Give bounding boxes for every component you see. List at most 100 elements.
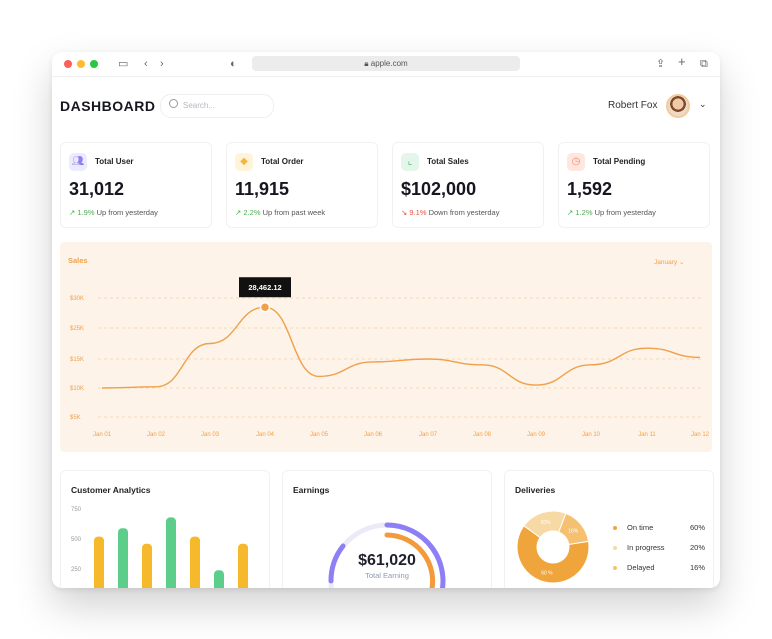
stat-trend-text: Down from yesterday xyxy=(428,208,500,217)
zoom-window-button[interactable] xyxy=(90,60,98,68)
stat-trend-text: Up from yesterday xyxy=(594,208,656,217)
y-tick-label: $15K xyxy=(70,357,84,363)
new-tab-icon[interactable]: + xyxy=(678,54,686,69)
legend-value: 16% xyxy=(689,563,705,572)
sales-series-line xyxy=(101,306,701,389)
y-tick-label: 250 xyxy=(71,567,82,573)
users-icon: 👥︎ xyxy=(69,153,87,171)
stat-percent: 1.2% xyxy=(575,208,593,217)
trend-up-icon: ↗ xyxy=(567,208,574,217)
tabs-icon[interactable]: ⧉ xyxy=(700,58,708,70)
month-select-label: January xyxy=(654,259,678,266)
bar xyxy=(142,543,152,588)
customer-analytics-bar-chart: 250 500 750 xyxy=(71,507,248,588)
minimize-window-button[interactable] xyxy=(77,60,85,68)
chart-icon: ⌞ xyxy=(401,153,419,171)
x-tick-label: Jan 01 xyxy=(93,432,112,438)
slice-label: 20% xyxy=(541,520,552,526)
share-icon[interactable]: ⇪ xyxy=(656,58,666,70)
x-tick-label: Jan 10 xyxy=(582,432,601,438)
chevron-down-icon: ⌄ xyxy=(678,259,685,266)
earnings-ring-purple-arc-left xyxy=(328,543,346,584)
stat-value: 1,592 xyxy=(567,179,613,199)
address-bar[interactable]: 🔒︎ apple.com xyxy=(252,56,520,71)
legend-dot-icon xyxy=(613,546,617,551)
stat-card-total-order: ◆ Total Order 11,915 ↗ 2.2% Up from past we… xyxy=(226,142,378,228)
page-title: DASHBOARD xyxy=(60,98,156,114)
chevron-down-icon[interactable]: ⌄ xyxy=(699,99,707,109)
clock-icon: ◷ xyxy=(567,153,585,171)
stat-card-total-sales: ⌞ Total Sales $102,000 ↘ 9.1% Down from yes… xyxy=(392,142,544,228)
slice-label: 60 % xyxy=(541,570,553,576)
bar xyxy=(214,570,224,588)
url-text: apple.com xyxy=(370,59,408,68)
x-tick-label: Jan 05 xyxy=(310,432,329,438)
stat-trend: ↗ 1.2% Up from yesterday xyxy=(567,208,656,217)
bar xyxy=(118,528,128,588)
stat-label: Total Sales xyxy=(427,157,469,166)
deliveries-donut-chart: 20% 16% 60 % xyxy=(516,510,590,584)
bar xyxy=(190,536,200,588)
y-tick-label: $10K xyxy=(70,386,84,392)
stat-label: Total User xyxy=(95,157,134,166)
forward-icon[interactable]: › xyxy=(160,58,164,70)
trend-down-icon: ↘ xyxy=(401,208,408,217)
earnings-ring-purple-arc xyxy=(384,522,446,588)
trend-up-icon: ↗ xyxy=(235,208,242,217)
highlight-point[interactable] xyxy=(259,301,271,313)
stat-trend-text: Up from past week xyxy=(262,208,326,217)
x-tick-label: Jan 03 xyxy=(201,432,220,438)
tooltip-box xyxy=(239,277,291,298)
x-tick-label: Jan 11 xyxy=(638,432,656,438)
earnings-caption: Total Earning xyxy=(365,571,409,580)
y-tick-label: $25K xyxy=(70,326,84,332)
trend-up-icon: ↗ xyxy=(69,208,76,217)
stat-value: 11,915 xyxy=(235,179,290,199)
earnings-ring-orange-arc xyxy=(384,532,436,588)
sales-title: Sales xyxy=(68,256,88,265)
deliveries-card: Deliveries 20% 16% 60 % On time 60% In progr… xyxy=(504,470,714,588)
legend-item: In progress 20% xyxy=(613,543,705,552)
stat-card-total-pending: ◷ Total Pending 1,592 ↗ 1.2% Up from yester… xyxy=(558,142,710,228)
browser-window: ▭ ‹ › ◐ 🔒︎ apple.com ⇪ + ⧉ DASHBOARD Sea… xyxy=(52,52,720,588)
x-tick-label: Jan 08 xyxy=(473,432,492,438)
x-tick-label: Jan 09 xyxy=(527,432,546,438)
earnings-ring: $61,020 Total Earning xyxy=(328,522,446,588)
month-select[interactable]: January ⌄ xyxy=(654,258,684,266)
user-name[interactable]: Robert Fox xyxy=(608,100,658,111)
search-input[interactable]: Search... xyxy=(160,94,274,118)
close-window-button[interactable] xyxy=(64,60,72,68)
x-tick-label: Jan 02 xyxy=(147,432,166,438)
earnings-card: Earnings $61,020 Total Earning xyxy=(282,470,492,588)
avatar[interactable] xyxy=(666,94,690,118)
x-tick-label: Jan 04 xyxy=(256,432,275,438)
stat-value: 31,012 xyxy=(69,179,125,199)
stat-trend: ↘ 9.1% Down from yesterday xyxy=(401,208,499,217)
y-tick-label: 750 xyxy=(71,507,82,513)
stat-trend-text: Up from yesterday xyxy=(96,208,158,217)
bar xyxy=(166,517,176,588)
back-icon[interactable]: ‹ xyxy=(144,58,148,70)
stat-percent: 1.9% xyxy=(77,208,95,217)
lock-icon: 🔒︎ xyxy=(364,59,369,68)
browser-toolbar: ▭ ‹ › ◐ 🔒︎ apple.com ⇪ + ⧉ xyxy=(52,52,720,77)
search-icon xyxy=(169,99,178,108)
donut-slice xyxy=(516,525,590,584)
search-placeholder: Search... xyxy=(183,101,216,110)
stat-card-total-user: 👥︎ Total User 31,012 ↗ 1.9% Up from yesterd… xyxy=(60,142,212,228)
stat-trend: ↗ 1.9% Up from yesterday xyxy=(69,208,158,217)
y-tick-label: $5K xyxy=(70,415,81,421)
shield-icon[interactable]: ◐ xyxy=(230,58,237,70)
customer-analytics-title: Customer Analytics xyxy=(71,485,151,495)
legend-label: Delayed xyxy=(627,563,655,572)
sales-line-chart: $5K $10K $15K $25K $30K Jan 01 Jan 02 Jan 03 Jan… xyxy=(70,277,710,438)
deliveries-title: Deliveries xyxy=(515,485,556,495)
customer-analytics-card: Customer Analytics 250 500 750 xyxy=(60,470,270,588)
y-tick-label: 500 xyxy=(71,537,82,543)
bar xyxy=(94,536,104,588)
legend-label: On time xyxy=(627,523,654,532)
tooltip-value: 28,462.12 xyxy=(248,283,281,292)
earnings-title: Earnings xyxy=(293,485,330,495)
sidebar-icon[interactable]: ▭ xyxy=(118,58,129,70)
legend-item: Delayed 16% xyxy=(613,563,705,572)
